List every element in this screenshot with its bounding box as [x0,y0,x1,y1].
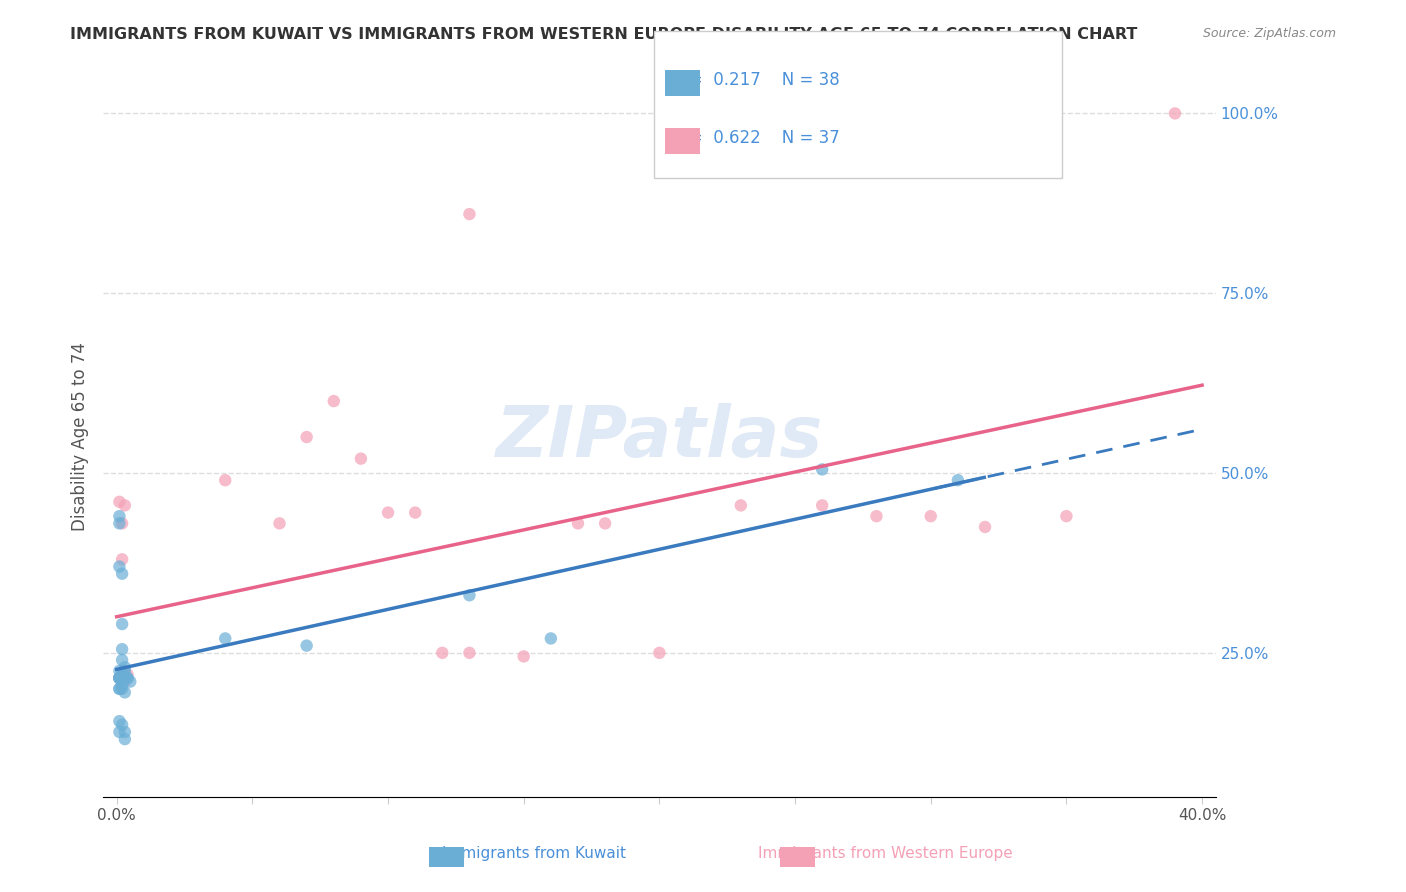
Text: Immigrants from Western Europe: Immigrants from Western Europe [758,846,1014,861]
Point [108,559,131,574]
Point [512,649,534,664]
Point [1164,106,1187,120]
Point [111,671,134,685]
Point [111,678,134,692]
Point [269,516,291,531]
Point [111,671,134,685]
Point [593,516,616,531]
Point [111,671,134,685]
Point [114,667,136,681]
Point [117,667,139,681]
Point [114,660,136,674]
Point [114,674,136,689]
Point [108,725,131,739]
Y-axis label: Disability Age 65 to 74: Disability Age 65 to 74 [72,343,89,532]
Point [108,495,131,509]
Text: R =  0.217    N = 38: R = 0.217 N = 38 [672,71,839,89]
Point [111,617,134,632]
Point [1054,509,1077,524]
Point [974,520,997,534]
Point [111,667,134,681]
Point [108,671,131,685]
Point [108,509,131,524]
Point [108,671,131,685]
Point [111,718,134,732]
Point [108,671,131,685]
Point [946,473,969,487]
Point [117,671,139,685]
Point [111,667,134,681]
Point [458,646,481,660]
Point [111,681,134,696]
Text: Source: ZipAtlas.com: Source: ZipAtlas.com [1202,27,1336,40]
Point [920,509,942,524]
Point [432,646,454,660]
Point [114,725,136,739]
Point [111,642,134,657]
Text: IMMIGRANTS FROM KUWAIT VS IMMIGRANTS FROM WESTERN EUROPE DISABILITY AGE 65 TO 74: IMMIGRANTS FROM KUWAIT VS IMMIGRANTS FRO… [70,27,1137,42]
Point [214,473,236,487]
Point [111,552,134,566]
Point [111,653,134,667]
Point [730,499,752,513]
Point [114,499,136,513]
Point [295,639,318,653]
Point [111,671,134,685]
Point [458,207,481,221]
Point [114,685,136,699]
Point [322,394,344,409]
Point [108,671,131,685]
Text: R =  0.622    N = 37: R = 0.622 N = 37 [672,129,839,147]
Point [540,632,562,646]
Point [114,671,136,685]
Point [111,516,134,531]
Point [108,681,131,696]
Point [108,516,131,531]
Point [108,671,131,685]
Text: Immigrants from Kuwait: Immigrants from Kuwait [443,846,626,861]
Point [114,664,136,678]
Point [108,671,131,685]
Point [111,671,134,685]
Point [811,462,834,476]
Point [458,588,481,602]
Point [350,451,373,466]
Point [108,671,131,685]
Point [108,681,131,696]
Point [865,509,887,524]
Point [120,674,142,689]
Point [295,430,318,444]
Point [811,499,834,513]
Point [108,671,131,685]
Point [404,506,426,520]
Point [117,671,139,685]
Text: ZIPatlas: ZIPatlas [496,402,823,472]
Point [648,646,671,660]
Point [214,632,236,646]
Point [567,516,589,531]
Point [377,506,399,520]
Point [108,664,131,678]
Point [114,732,136,747]
Point [108,714,131,728]
Point [111,566,134,581]
Point [111,671,134,685]
Point [114,671,136,685]
